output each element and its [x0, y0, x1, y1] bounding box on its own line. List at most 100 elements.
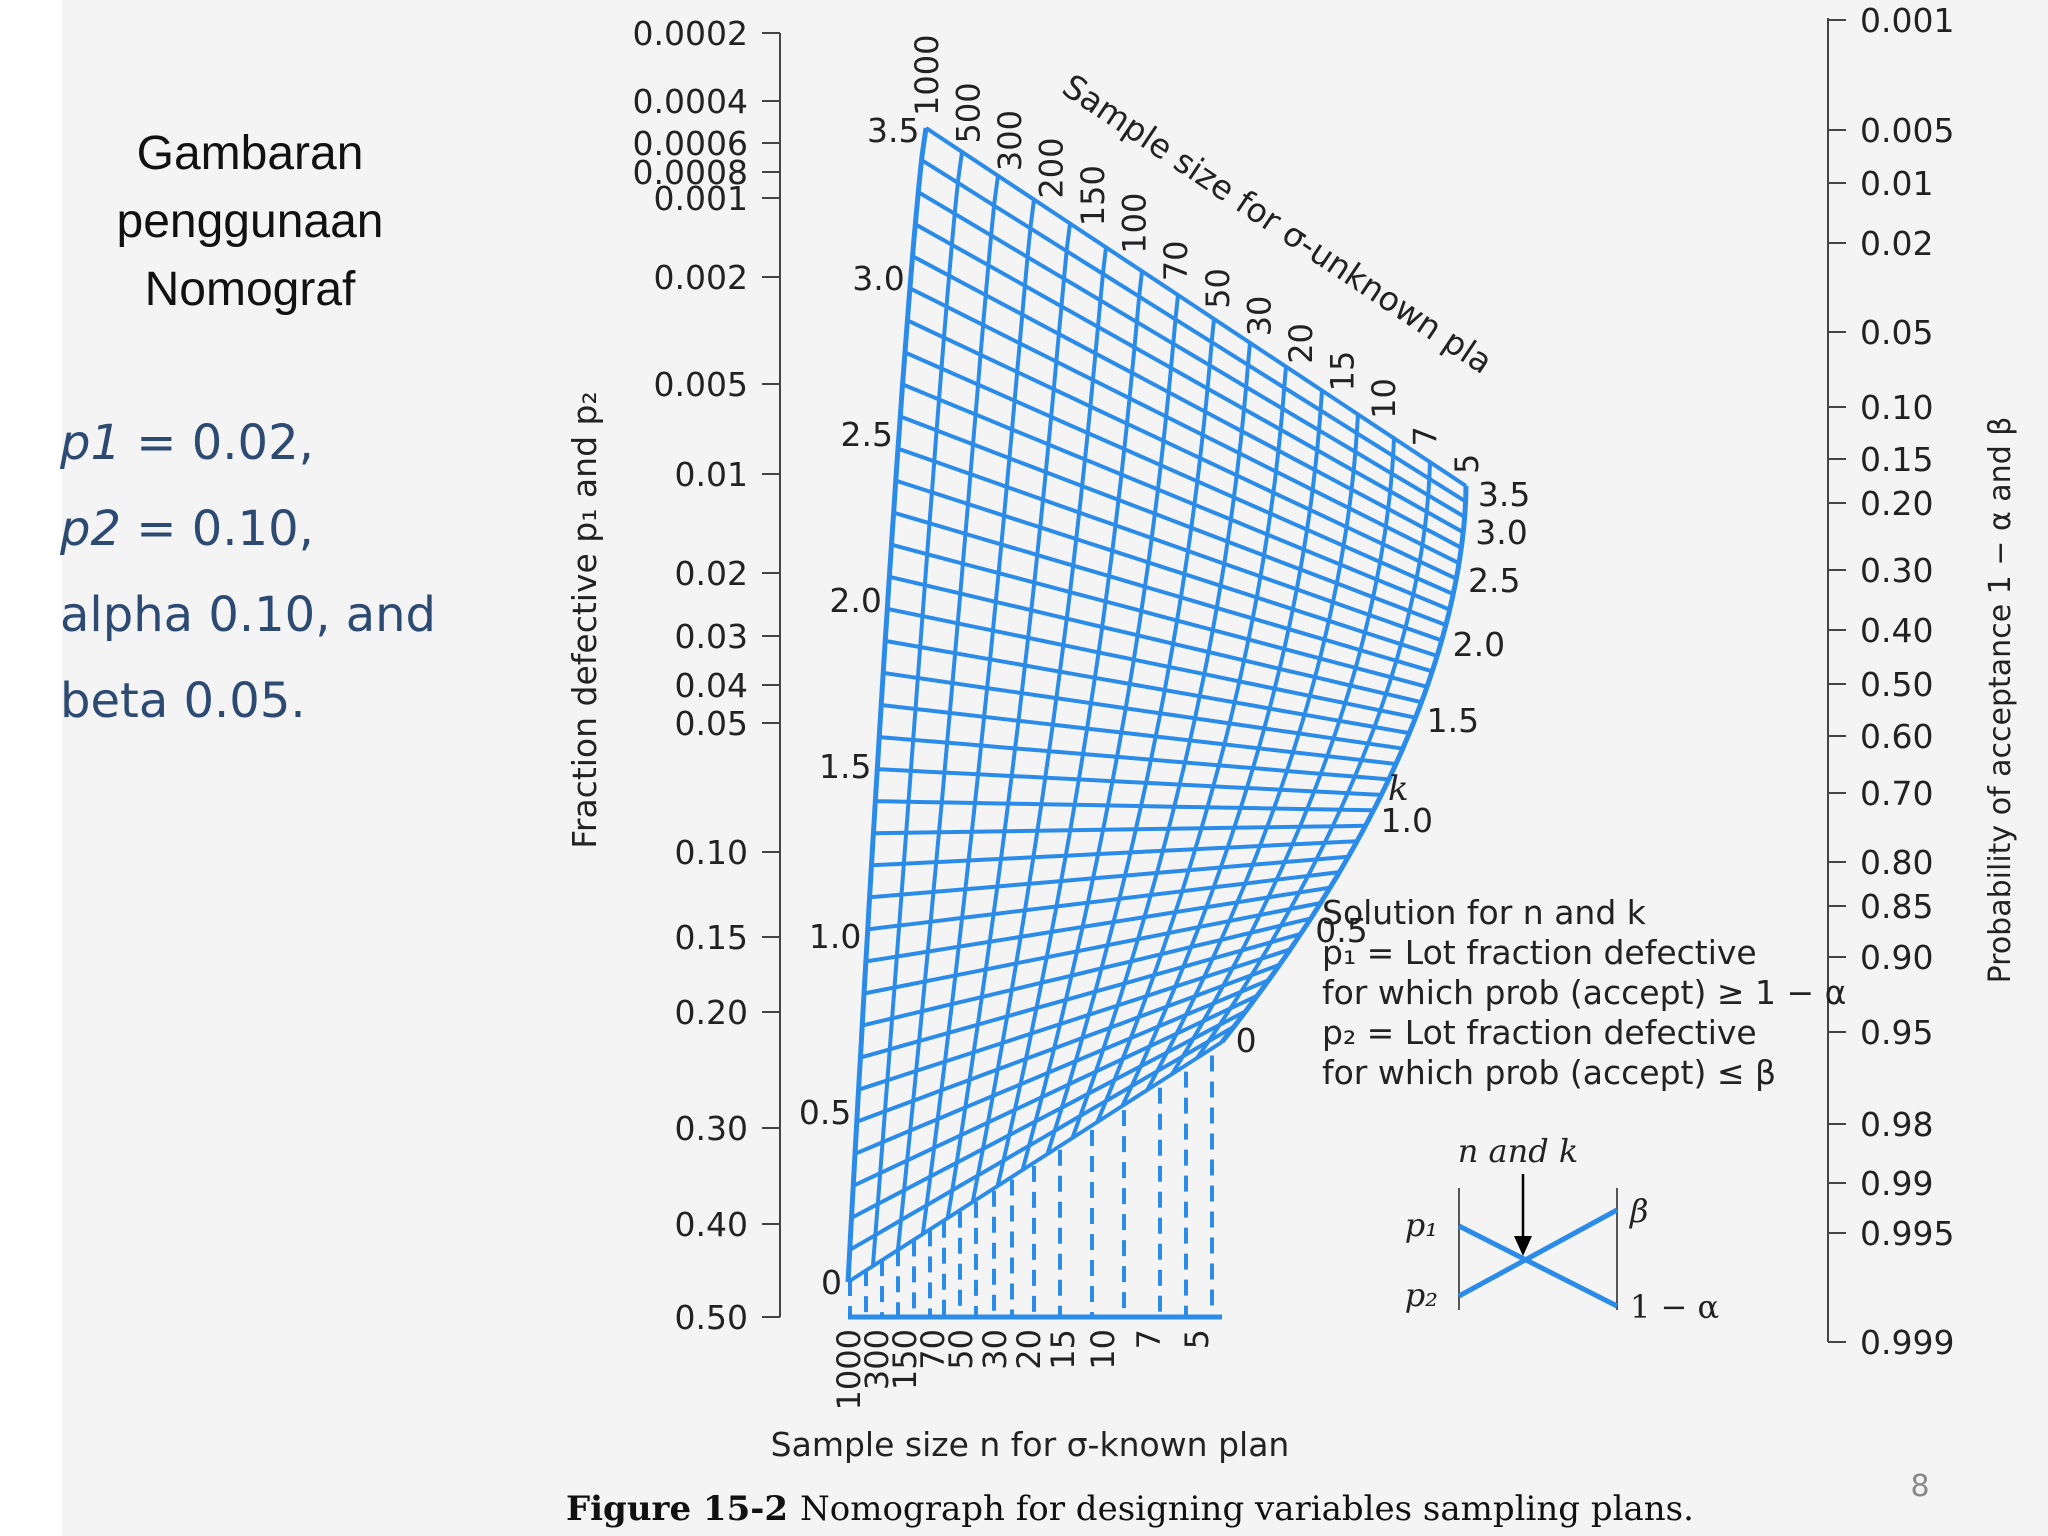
right-k-label: 3.5	[1478, 475, 1530, 514]
bottom-n-label: 70	[914, 1329, 952, 1370]
title-line: Gambaran	[136, 127, 364, 180]
top-n-label: 10	[1365, 378, 1403, 419]
left-k-label: 2.5	[841, 415, 893, 454]
nomograph-grid	[845, 126, 1469, 1320]
right-axis-tick-label: 0.60	[1860, 717, 1933, 756]
k-grid-line	[875, 799, 1374, 813]
k-grid-line	[857, 947, 1291, 1092]
top-n-label: 50	[1199, 268, 1237, 309]
right-axis-tick-label: 0.995	[1860, 1214, 1954, 1253]
k-grid-line	[909, 286, 1460, 565]
k-grid-line	[871, 839, 1358, 868]
left-axis-tick-label: 0.03	[675, 617, 748, 656]
k-grid-line	[880, 703, 1397, 766]
right-axis-tick-label: 0.20	[1860, 484, 1933, 523]
k-grid-line	[899, 414, 1447, 627]
k-grid-line	[906, 318, 1458, 581]
k-grid-line	[886, 606, 1416, 720]
right-k-label: 1.5	[1427, 701, 1479, 740]
grid-labels: 3.53.02.52.01.51.00.503.53.02.52.01.51.0…	[799, 35, 1531, 1411]
right-axis-tick-label: 0.50	[1860, 665, 1933, 704]
title-line: penggunaan	[116, 195, 384, 248]
page-number: 8	[1910, 1469, 1929, 1504]
slide-title: Gambaran penggunaan Nomograf	[40, 120, 460, 324]
right-axis-tick-label: 0.05	[1860, 313, 1933, 352]
bottom-n-label: 30	[976, 1329, 1014, 1370]
k-grid-line	[897, 446, 1443, 643]
top-n-label: 15	[1323, 351, 1361, 392]
right-k-label: 2.0	[1453, 625, 1505, 664]
n-grid-line	[1145, 414, 1360, 1091]
k-grid-line	[863, 901, 1321, 996]
key-beta-label: β	[1629, 1192, 1649, 1230]
k-grid-line	[917, 190, 1466, 519]
k-grid-line	[888, 574, 1422, 705]
bottom-n-label: 1000	[830, 1329, 868, 1410]
n-grid-line	[1070, 342, 1252, 1139]
top-n-label: 70	[1157, 240, 1195, 281]
k-grid-line	[911, 254, 1463, 550]
top-n-label: 100	[1116, 193, 1154, 254]
left-axis-tick-label: 0.005	[654, 365, 748, 404]
key-p2-label: p₂	[1405, 1276, 1438, 1314]
parameter-value: beta 0.05.	[60, 673, 306, 729]
top-n-label: 20	[1282, 323, 1320, 364]
left-axis-tick-label: 0.0006	[633, 124, 748, 163]
parameter-list: p1 = 0.02, p2 = 0.10, alpha 0.10, and be…	[60, 400, 520, 744]
k-grid-line	[861, 916, 1312, 1028]
key-arrow-head	[1514, 1236, 1532, 1256]
right-axis-tick-label: 0.02	[1860, 224, 1933, 263]
right-axis-title: Probability of acceptance 1 − α and β	[1983, 417, 2018, 984]
k-grid-line	[884, 638, 1410, 736]
top-n-label: 5	[1448, 454, 1486, 474]
k-grid-line	[893, 510, 1433, 674]
right-k-label: 1.0	[1381, 801, 1433, 840]
right-axis-tick-label: 0.85	[1860, 887, 1933, 926]
k-grid-line	[895, 478, 1438, 658]
right-axis-tick-label: 0.98	[1860, 1105, 1933, 1144]
right-grid-boundary	[1220, 485, 1469, 1044]
right-axis: 0.001 0.005 0.01 0.02 0.05 0.10 0.15 0.20 0.30 0.…	[1827, 1, 1954, 1362]
key-line-p1	[1457, 1223, 1619, 1309]
n-grid-line	[1120, 390, 1324, 1107]
k-grid-line	[920, 158, 1467, 504]
bottom-n-label: 10	[1084, 1329, 1122, 1370]
k-grid-line	[850, 1009, 1247, 1220]
n-grid-line	[870, 151, 964, 1267]
n-grid-line	[970, 247, 1108, 1203]
right-axis-tick-label: 0.70	[1860, 774, 1933, 813]
right-axis-tick-label: 0.001	[1860, 1, 1954, 40]
k-grid-line	[869, 854, 1349, 900]
n-grid-line	[1020, 294, 1180, 1171]
k-grid-line	[867, 870, 1340, 932]
solution-line: p₁ = Lot fraction defective	[1322, 933, 1757, 972]
usage-key: n and k p₁ p₂ β 1 − α	[1405, 1132, 1719, 1326]
left-grid-boundary	[845, 127, 929, 1283]
left-axis-tick-label: 0.001	[654, 179, 748, 218]
left-axis-tick-label: 0.30	[675, 1109, 748, 1148]
bottom-n-label: 300	[858, 1329, 896, 1390]
left-axis-tick-label: 0.01	[675, 455, 748, 494]
left-k-label: 2.0	[829, 581, 881, 620]
n-grid-line	[1095, 366, 1288, 1123]
k-grid-line	[890, 542, 1428, 689]
right-axis-tick-label: 0.30	[1860, 551, 1933, 590]
parameter-row: beta 0.05.	[60, 658, 520, 744]
k-grid-line	[873, 823, 1366, 836]
left-axis-tick-label: 0.0002	[633, 14, 748, 53]
bottom-n-label: 150	[886, 1329, 924, 1390]
left-axis-tick-label: 0.10	[675, 833, 748, 872]
k-grid-line	[877, 767, 1382, 797]
parameter-row: alpha 0.10, and	[60, 572, 520, 658]
k-grid-line	[852, 993, 1259, 1188]
left-axis-tick-label: 0.05	[675, 704, 748, 743]
right-axis-tick-label: 0.95	[1860, 1013, 1933, 1052]
left-k-label: 1.0	[809, 917, 861, 956]
right-axis-tick-label: 0.999	[1860, 1323, 1954, 1362]
key-one-minus-alpha-label: 1 − α	[1630, 1288, 1719, 1326]
bottom-n-label: 7	[1130, 1329, 1168, 1349]
top-n-label: 500	[950, 82, 988, 143]
n-grid-line	[1195, 462, 1432, 1060]
